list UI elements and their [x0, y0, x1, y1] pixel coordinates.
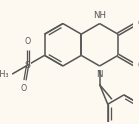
Text: N: N	[96, 70, 103, 79]
Text: S: S	[25, 61, 31, 70]
Text: O: O	[24, 37, 31, 46]
Text: O: O	[138, 19, 139, 28]
Text: O: O	[21, 84, 27, 93]
Text: O: O	[138, 61, 139, 70]
Text: NH: NH	[93, 11, 106, 20]
Text: CH₃: CH₃	[0, 70, 9, 79]
